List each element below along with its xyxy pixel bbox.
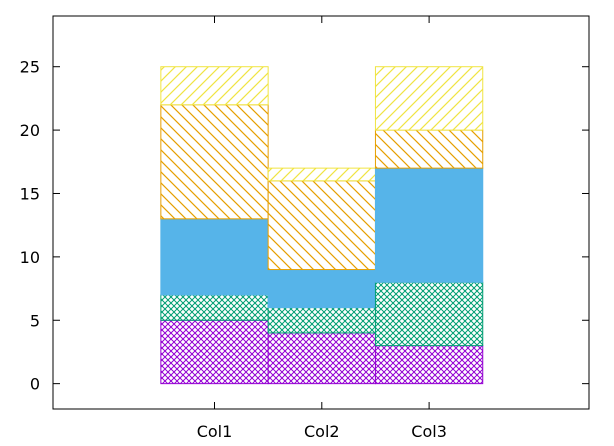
bar-segment-col1-s2 (160, 294, 269, 321)
x-tick-label: Col3 (411, 422, 447, 441)
bar-segment-col2-s5 (267, 167, 376, 182)
labels-layer: 0 5 10 15 20 25 Col1 Col2 Col3 (20, 58, 447, 441)
bar-segment-col1-s5 (160, 66, 269, 106)
bar-segment-col2-s3 (267, 269, 376, 309)
bar-segment-col3-s4 (374, 129, 484, 169)
bar-segment-col2-s4 (267, 180, 376, 271)
y-tick-label: 20 (20, 121, 40, 140)
y-tick-label: 0 (30, 375, 40, 394)
bar-segment-col2-s1 (267, 332, 376, 385)
x-tick-label: Col1 (197, 422, 233, 441)
plot-frame (52, 15, 590, 410)
y-tick-label: 25 (20, 58, 40, 77)
bar-segment-col3-s3 (374, 167, 484, 283)
bar-segment-col3-s2 (374, 281, 484, 347)
bar-segment-col3-s5 (374, 66, 484, 131)
x-tick-label: Col2 (304, 422, 340, 441)
bar-segment-col1-s1 (160, 319, 269, 385)
y-tick-label: 5 (30, 311, 40, 330)
bars-layer (160, 66, 484, 385)
y-tick-label: 10 (20, 248, 40, 267)
ticks-layer (53, 16, 589, 409)
bar-segment-col1-s4 (160, 104, 269, 220)
bar-segment-col1-s3 (160, 218, 269, 296)
y-tick-label: 15 (20, 184, 40, 203)
bar-segment-col3-s1 (374, 345, 484, 385)
bar-segment-col2-s2 (267, 307, 376, 334)
